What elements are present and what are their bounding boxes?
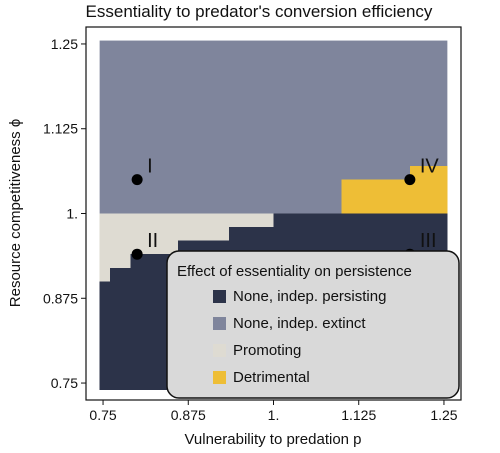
- point-label-III: III: [420, 230, 437, 252]
- region-7: [341, 179, 448, 214]
- y-tick-label: 1.25: [51, 36, 78, 52]
- legend-swatch: [213, 317, 226, 330]
- legend-label: Promoting: [233, 342, 301, 359]
- x-axis: 0.75 0.875 1. 1.125 1.25: [89, 400, 458, 423]
- y-tick-label: 1.: [66, 206, 78, 222]
- point-label-IV: IV: [420, 156, 440, 178]
- y-tick-label: 0.875: [43, 290, 78, 306]
- legend-label: Detrimental: [233, 369, 310, 386]
- region-4: [99, 254, 131, 268]
- legend-title: Effect of essentiality on persistence: [177, 263, 412, 280]
- point-label-I: I: [147, 156, 153, 178]
- y-tick-label: 0.75: [51, 375, 78, 391]
- legend-swatch: [213, 344, 226, 357]
- y-axis-label: Resource competitiveness ϕ: [7, 119, 24, 307]
- x-tick-label: 1.25: [430, 407, 457, 423]
- region-2: [99, 227, 230, 241]
- x-tick-label: 1.125: [341, 407, 376, 423]
- point-label-II: II: [147, 230, 158, 252]
- legend-swatch: [213, 371, 226, 384]
- x-axis-label: Vulnerability to predation p: [184, 431, 361, 448]
- chart-title: Essentiality to predator's conversion ef…: [86, 2, 433, 21]
- region-6: [409, 166, 448, 180]
- legend-box: [166, 250, 460, 399]
- legend-label: None, indep. extinct: [233, 315, 366, 332]
- region-5: [99, 267, 110, 282]
- legend: Effect of essentiality on persistence No…: [166, 250, 460, 399]
- x-tick-label: 1.: [268, 407, 280, 423]
- point-II: [131, 248, 143, 260]
- legend-label: None, indep. persisting: [233, 288, 386, 305]
- y-axis: 0.75 0.875 1. 1.125 1.25: [43, 36, 86, 391]
- region-3: [99, 240, 179, 255]
- point-I: [131, 174, 143, 186]
- x-tick-label: 0.75: [89, 407, 116, 423]
- point-IV: [404, 174, 416, 186]
- legend-swatch: [213, 290, 226, 303]
- region-1: [99, 213, 274, 228]
- x-tick-label: 0.875: [171, 407, 206, 423]
- legend-entries: None, indep. persisting None, indep. exti…: [213, 288, 386, 386]
- y-tick-label: 1.125: [43, 121, 78, 137]
